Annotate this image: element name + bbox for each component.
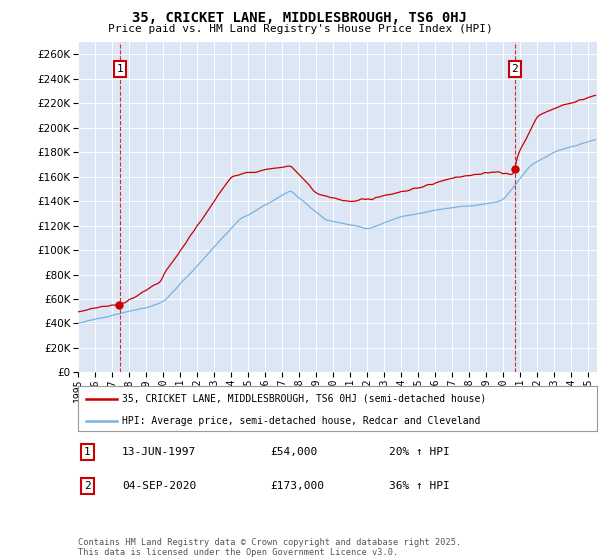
Text: 2: 2 <box>511 64 518 74</box>
Text: £173,000: £173,000 <box>270 481 324 491</box>
Text: 1: 1 <box>84 447 91 457</box>
Text: 35, CRICKET LANE, MIDDLESBROUGH, TS6 0HJ: 35, CRICKET LANE, MIDDLESBROUGH, TS6 0HJ <box>133 11 467 25</box>
Text: HPI: Average price, semi-detached house, Redcar and Cleveland: HPI: Average price, semi-detached house,… <box>122 416 481 426</box>
Text: 04-SEP-2020: 04-SEP-2020 <box>122 481 196 491</box>
Text: Contains HM Land Registry data © Crown copyright and database right 2025.
This d: Contains HM Land Registry data © Crown c… <box>78 538 461 557</box>
Text: 2: 2 <box>84 481 91 491</box>
Text: Price paid vs. HM Land Registry's House Price Index (HPI): Price paid vs. HM Land Registry's House … <box>107 24 493 34</box>
Text: 20% ↑ HPI: 20% ↑ HPI <box>389 447 450 457</box>
Text: 13-JUN-1997: 13-JUN-1997 <box>122 447 196 457</box>
Text: 35, CRICKET LANE, MIDDLESBROUGH, TS6 0HJ (semi-detached house): 35, CRICKET LANE, MIDDLESBROUGH, TS6 0HJ… <box>122 394 487 404</box>
Text: 36% ↑ HPI: 36% ↑ HPI <box>389 481 450 491</box>
Text: £54,000: £54,000 <box>270 447 317 457</box>
Text: 1: 1 <box>116 64 123 74</box>
